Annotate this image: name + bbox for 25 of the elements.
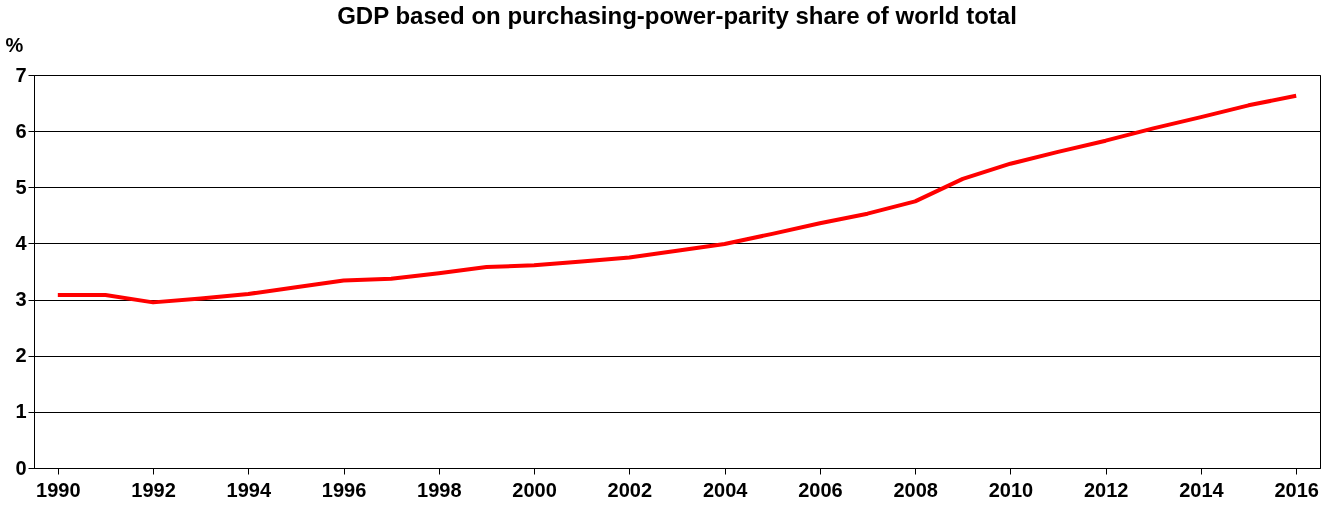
x-tick-label: 2002	[607, 478, 653, 501]
chart-title: GDP based on purchasing-power-parity share of world total	[337, 2, 1017, 29]
y-tick-label: 0	[15, 456, 27, 479]
x-tick-label: 2016	[1274, 478, 1319, 501]
y-tick-label: 7	[15, 63, 27, 86]
x-tick-label: 2006	[798, 478, 843, 501]
x-tick-label: 2012	[1083, 478, 1129, 501]
y-tick-label: 4	[15, 231, 28, 254]
y-tick-label: 5	[15, 175, 27, 198]
y-tick-label: 1	[15, 400, 27, 423]
y-tick-label: 6	[15, 119, 27, 142]
x-tick-label: 2014	[1179, 478, 1225, 501]
x-tick-label: 2010	[988, 478, 1034, 501]
x-tick-label: 1990	[36, 478, 81, 501]
x-tick-label: 1992	[131, 478, 176, 501]
y-tick-label: 2	[15, 344, 27, 367]
y-tick-label: 3	[15, 288, 27, 311]
x-tick-label: 2004	[702, 478, 749, 501]
line-series	[55, 93, 1299, 305]
x-tick-label: 1996	[321, 478, 367, 501]
x-tick-label: 2000	[512, 478, 557, 501]
x-tick-label: 2008	[893, 478, 938, 501]
y-axis-title: %	[5, 33, 24, 56]
x-tick-label: 1998	[417, 478, 462, 501]
x-tick-label: 1994	[226, 478, 272, 501]
